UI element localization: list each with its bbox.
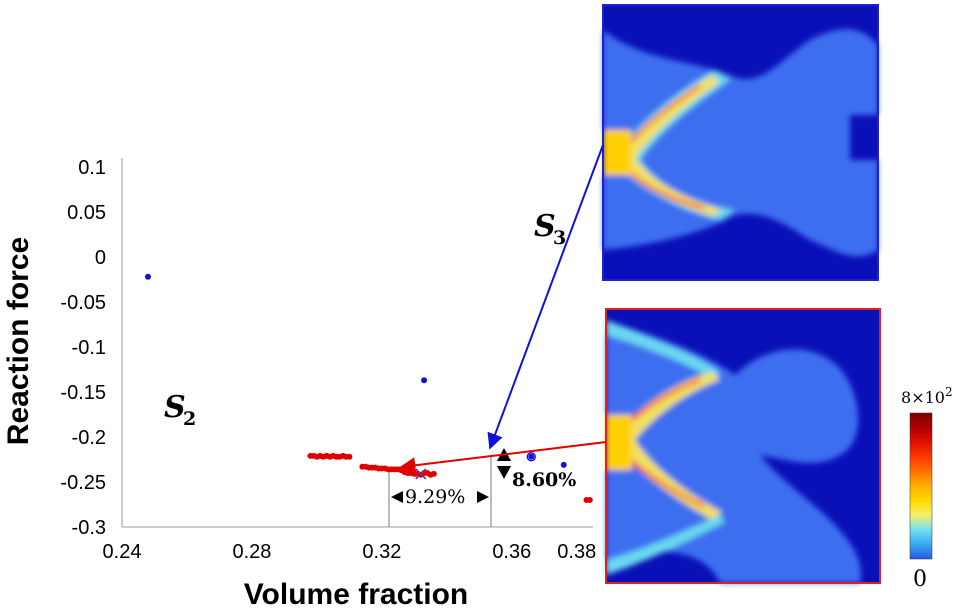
y-tick-label: -0.05 bbox=[60, 292, 106, 314]
right-arrowhead bbox=[477, 491, 489, 503]
data-point bbox=[144, 273, 151, 280]
x-tick-label: 0.38 bbox=[557, 541, 596, 563]
y-axis-title: Reaction force bbox=[2, 237, 35, 445]
top-topology-image bbox=[602, 4, 879, 281]
data-point bbox=[346, 453, 353, 460]
y-tick-label: -0.2 bbox=[72, 427, 106, 449]
x-tick-label: 0.36 bbox=[492, 541, 531, 563]
s2-subscript: 2 bbox=[183, 408, 196, 430]
red-connector-arrow bbox=[399, 441, 607, 474]
s2-letter: S bbox=[164, 390, 186, 425]
bottom-image-structure bbox=[606, 320, 861, 583]
delta-y-text: 8.60% bbox=[512, 469, 576, 491]
x-tick-labels: 0.24 0.28 0.32 0.36 0.38 bbox=[103, 541, 597, 563]
data-point bbox=[528, 453, 535, 460]
circle-marker bbox=[526, 452, 536, 462]
y-tick-label: -0.15 bbox=[60, 382, 106, 404]
colorbar-bar bbox=[909, 412, 933, 560]
delta-x-text: 9.29% bbox=[405, 486, 465, 508]
y-tick-labels: 0.1 0.05 0 -0.05 -0.1 -0.15 -0.2 -0.25 -0.3 bbox=[60, 157, 106, 539]
plot-axes: 0.1 0.05 0 -0.05 -0.1 -0.15 -0.2 -0.25 -0.3 0.24… bbox=[60, 157, 596, 563]
colorbar-max-base: 8 bbox=[901, 388, 911, 407]
top-image-structure bbox=[603, 29, 878, 257]
down-arrowhead bbox=[497, 466, 511, 479]
bottom-topology-image bbox=[605, 308, 881, 584]
x-axis-title: Volume fraction bbox=[244, 578, 468, 609]
colorbar-max-label: 8×102 bbox=[901, 385, 953, 407]
s3-letter: S bbox=[534, 209, 556, 244]
colorbar-min-label: 0 bbox=[913, 567, 927, 592]
blue-connector-arrow bbox=[487, 144, 604, 450]
s3-subscript: 3 bbox=[553, 227, 566, 249]
data-point bbox=[560, 461, 567, 468]
s3-label: S 3 bbox=[534, 209, 566, 249]
x-tick-label: 0.28 bbox=[232, 541, 271, 563]
x-tick-label: 0.24 bbox=[103, 541, 142, 563]
y-tick-label: -0.1 bbox=[72, 337, 106, 359]
data-point bbox=[586, 497, 593, 503]
data-point bbox=[421, 377, 428, 384]
delta-y-annotation: 8.60% bbox=[497, 448, 576, 491]
colorbar-max-exponent: 2 bbox=[945, 385, 953, 399]
y-tick-label: 0.1 bbox=[78, 157, 106, 179]
data-points bbox=[144, 273, 593, 503]
y-tick-label: 0 bbox=[95, 247, 106, 269]
left-arrowhead bbox=[391, 491, 403, 503]
x-marker bbox=[415, 468, 427, 480]
s2-label: S 2 bbox=[164, 390, 196, 430]
bottom-image-frame bbox=[605, 308, 881, 584]
data-point bbox=[430, 470, 437, 477]
y-tick-label: -0.25 bbox=[60, 472, 106, 494]
delta-x-annotation: 9.29% bbox=[391, 486, 489, 508]
colorbar-max-times: ×10 bbox=[911, 388, 945, 407]
y-tick-label: -0.3 bbox=[72, 517, 106, 539]
colorbar: 8×102 0 bbox=[901, 385, 953, 592]
y-tick-label: 0.05 bbox=[67, 202, 106, 224]
top-image-frame bbox=[602, 4, 879, 281]
x-tick-label: 0.32 bbox=[362, 541, 401, 563]
